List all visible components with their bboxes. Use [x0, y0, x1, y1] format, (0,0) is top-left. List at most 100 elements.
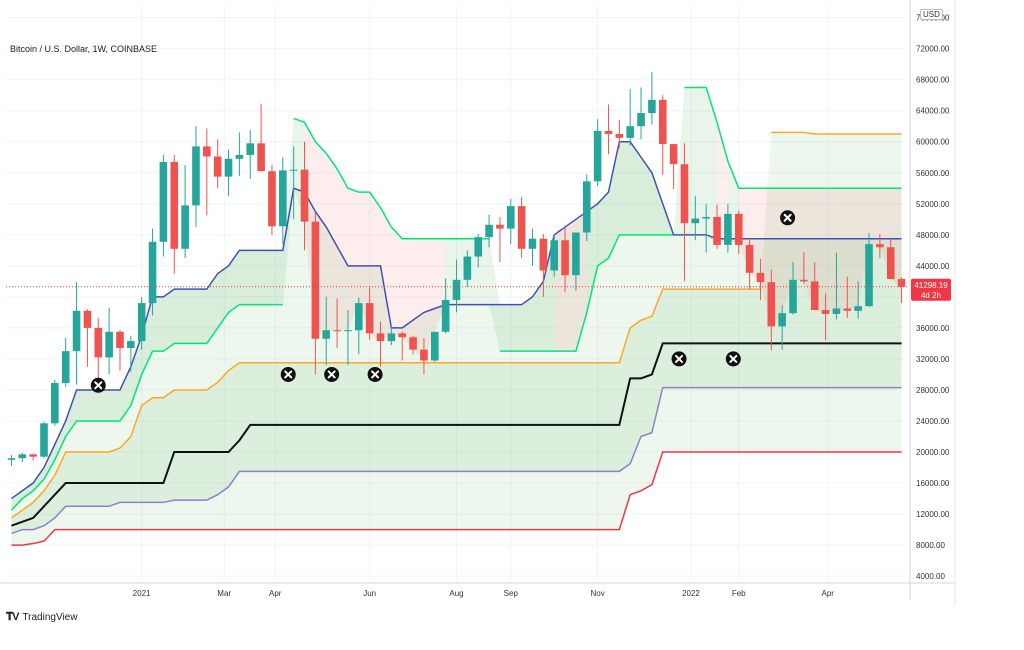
- band-lines: [10, 86, 902, 546]
- candle-body: [159, 161, 168, 242]
- candle-body: [539, 238, 548, 271]
- candle-body: [7, 458, 16, 460]
- candle-body: [474, 237, 483, 257]
- symbol-title: Bitcoin / U.S. Dollar, 1W, COINBASE: [10, 44, 158, 54]
- tradingview-brand[interactable]: 𝐓V TradingView: [6, 611, 77, 624]
- candle-body: [257, 143, 265, 172]
- time-tick-label: Nov: [591, 589, 605, 598]
- band-fill-upper: [380, 207, 392, 342]
- band-fill-lower: [11, 141, 902, 546]
- candle-body: [810, 281, 819, 311]
- time-tick-label: Apr: [822, 589, 835, 598]
- candle-body: [355, 303, 363, 331]
- band-fill-upper: [521, 296, 533, 352]
- price-tick-label: 60000.00: [916, 138, 950, 147]
- candles: [7, 71, 906, 466]
- band-line: [11, 386, 902, 535]
- candle-body: [192, 146, 200, 206]
- band-fill-upper: [152, 296, 164, 352]
- candle-body: [572, 232, 580, 276]
- candle-body: [300, 169, 309, 222]
- candle-body: [658, 99, 667, 145]
- candle-body: [170, 161, 179, 249]
- close-signal-glyph: [371, 370, 380, 379]
- candle-body: [702, 216, 710, 219]
- candle-body: [724, 213, 732, 245]
- band-fill-upper: [869, 188, 880, 248]
- candle-body: [506, 206, 515, 229]
- candle-body: [800, 279, 808, 282]
- candle-body: [116, 331, 124, 349]
- candle-body: [680, 164, 689, 224]
- candle-body: [289, 169, 298, 171]
- close-signal-glyph: [94, 381, 103, 390]
- band-fill-upper: [641, 157, 652, 235]
- band-fill-upper: [217, 265, 229, 328]
- candle-body: [61, 351, 70, 383]
- candle-body: [713, 216, 721, 245]
- candle-body: [821, 310, 830, 314]
- band-fill-upper: [271, 250, 283, 305]
- candle-body: [648, 99, 656, 114]
- band-fill-upper: [54, 420, 66, 460]
- band-fill-upper: [489, 238, 500, 352]
- band-fill-upper: [65, 389, 77, 437]
- band-fill-upper: [836, 188, 848, 311]
- band-fill-upper: [597, 192, 609, 266]
- candle-body: [235, 154, 244, 159]
- band-fill-upper: [109, 389, 120, 421]
- band-line: [10, 86, 902, 511]
- candle-body: [322, 330, 331, 339]
- band-fill-upper: [510, 304, 522, 352]
- candle-body: [593, 130, 602, 182]
- currency-label[interactable]: USD: [920, 9, 943, 20]
- band-fill-upper: [239, 250, 251, 305]
- band-fill-upper: [250, 250, 262, 305]
- signal-markers: [90, 210, 796, 393]
- band-fill-upper: [803, 188, 815, 311]
- band-fill-upper: [130, 335, 142, 406]
- last-price-label: 41298.19: [914, 281, 948, 290]
- time-tick-label: Apr: [269, 589, 282, 598]
- price-tick-label: 44000.00: [916, 262, 950, 271]
- last-price-badge: [911, 278, 951, 301]
- candle-body: [105, 331, 113, 358]
- candle-body: [832, 308, 841, 314]
- band-fill-upper: [499, 304, 511, 352]
- band-fill-upper: [119, 366, 131, 421]
- band-fill-upper: [337, 168, 348, 332]
- band-fill-upper: [185, 289, 196, 344]
- candle-body: [626, 126, 634, 138]
- candle-body: [865, 244, 873, 307]
- candle-body: [333, 330, 341, 332]
- band-fill-upper: [206, 273, 218, 344]
- candle-body: [279, 170, 287, 227]
- band-fill-upper: [141, 296, 153, 375]
- candle-body: [268, 171, 276, 227]
- price-tick-label: 16000.00: [916, 479, 950, 488]
- band-fill-upper: [695, 87, 707, 235]
- candle-body: [843, 308, 852, 311]
- band-fill-upper: [33, 467, 44, 491]
- band-fill-upper: [174, 289, 186, 344]
- grid-lines: [6, 6, 907, 580]
- candle-body: [615, 133, 624, 138]
- time-tick-label: Jun: [363, 589, 376, 598]
- candle-body: [51, 382, 59, 424]
- candle-body: [745, 244, 754, 273]
- band-fill-upper: [358, 192, 370, 334]
- candle-body: [897, 279, 906, 287]
- band-line: [11, 342, 902, 527]
- band-fill-upper: [347, 188, 359, 331]
- band-fills: [11, 87, 902, 546]
- candle-body: [376, 333, 385, 342]
- candle-body: [441, 299, 450, 332]
- time-tick-label: 2022: [682, 589, 700, 598]
- candle-body: [854, 306, 862, 311]
- band-fill-upper: [22, 483, 34, 499]
- candle-body: [409, 337, 417, 350]
- candle-body: [550, 240, 558, 271]
- candle-body: [561, 240, 569, 276]
